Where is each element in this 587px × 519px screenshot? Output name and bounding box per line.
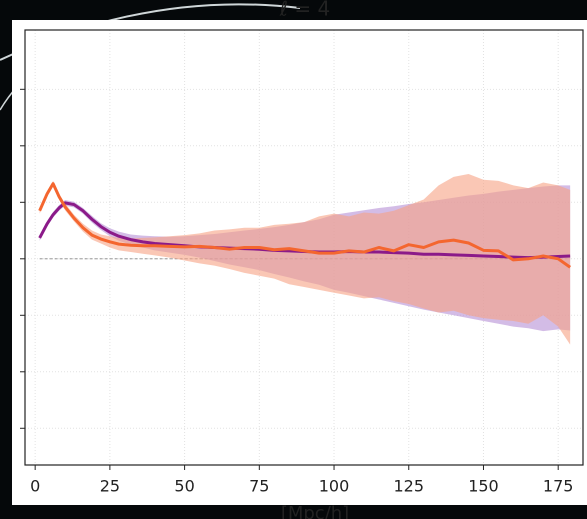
x-tick-label: 25 [100, 477, 120, 496]
x-tick-label: 175 [543, 477, 574, 496]
band [39, 174, 571, 345]
x-axis-label: [Mpc/h] [281, 503, 349, 519]
x-tick-label: 50 [174, 477, 194, 496]
x-tick-label: 100 [319, 477, 350, 496]
x-tick-label: 0 [30, 477, 40, 496]
x-tick-label: 125 [393, 477, 424, 496]
x-tick-label: 75 [249, 477, 269, 496]
plot-frame [24, 29, 584, 466]
chart-title: ℓ = 4 [279, 0, 330, 21]
x-tick-label: 150 [468, 477, 499, 496]
line [38, 182, 572, 269]
